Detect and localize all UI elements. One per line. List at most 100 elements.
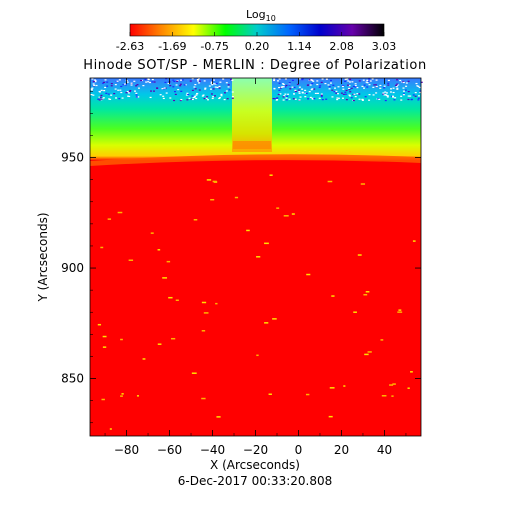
x-axis-label: X (Arcseconds) [210,458,300,472]
noise-speck [278,78,281,80]
noise-speck [100,89,103,91]
noise-speck [231,97,234,99]
noise-speck [144,78,147,81]
noise-speck [227,84,230,86]
noise-speck [284,78,287,80]
y-tick-label: 900 [61,261,84,275]
noise-speck [99,96,102,98]
noise-speck [402,81,405,84]
noise-speck [203,80,206,82]
colorbar-tick-label: 2.08 [329,40,354,53]
noise-speck [292,98,295,100]
y-tick-label: 850 [61,372,84,386]
noise-speck [320,93,323,95]
noise-speck [350,97,353,99]
noise-speck [356,86,359,89]
noise-speck [353,93,356,95]
noise-speck [193,86,196,88]
noise-speck [204,88,207,90]
noise-speck [289,88,292,90]
disk-feature [329,387,335,389]
disk-feature [117,211,123,214]
noise-speck [352,85,355,88]
noise-speck [195,97,198,100]
noise-speck [373,84,376,86]
noise-speck [391,95,394,97]
noise-speck [91,87,94,89]
noise-speck [310,79,313,81]
noise-speck [105,92,108,94]
noise-speck [354,85,357,87]
noise-speck [344,91,347,93]
noise-speck [344,93,347,95]
noise-speck [179,85,182,87]
noise-speck [354,86,357,88]
noise-speck [382,93,385,95]
noise-speck [118,79,121,81]
noise-speck [123,83,126,85]
noise-speck [407,90,410,93]
noise-speck [383,94,386,96]
disk-feature [168,296,173,299]
noise-speck [404,89,407,91]
noise-speck [167,82,170,85]
noise-speck [389,91,392,93]
noise-speck [347,80,350,82]
noise-speck [188,97,191,99]
noise-speck [325,98,328,100]
noise-speck [294,89,297,91]
noise-speck [100,98,103,100]
noise-speck [213,79,216,81]
noise-speck [101,82,104,84]
noise-speck [119,89,122,91]
noise-speck [328,88,331,90]
noise-speck [384,99,387,102]
noise-speck [228,89,231,91]
noise-speck [103,90,106,92]
disk-feature [120,395,123,397]
noise-speck [394,97,397,99]
noise-speck [308,79,311,81]
disk-feature [256,256,261,258]
noise-speck [210,93,213,95]
disk-feature [264,322,269,324]
noise-speck [190,98,193,100]
noise-speck [208,85,211,87]
noise-speck [327,84,330,86]
slit-edge [233,141,271,149]
noise-speck [102,97,105,99]
disk-feature [128,259,134,261]
noise-speck [220,93,223,96]
noise-speck [211,84,214,86]
noise-speck [116,80,119,82]
noise-speck [298,86,301,88]
noise-speck [344,78,347,80]
noise-speck [361,85,364,88]
noise-speck [293,86,296,89]
noise-speck [231,96,234,98]
disk-feature [101,398,105,401]
noise-speck [205,97,208,99]
noise-speck [127,92,130,94]
noise-speck [153,81,156,83]
noise-speck [181,79,184,81]
disk-feature [410,371,413,373]
noise-speck [151,81,154,83]
noise-speck [193,95,196,97]
noise-speck [288,84,291,86]
noise-speck [392,96,395,98]
disk-feature [193,219,198,221]
disk-feature [206,179,212,181]
noise-speck [108,98,111,100]
noise-speck [341,85,344,88]
disk-feature [328,415,333,418]
noise-speck [420,81,423,83]
noise-speck [345,89,348,92]
noise-speck [163,87,166,89]
disk-feature [102,335,107,338]
x-tick-label: −80 [114,443,139,457]
noise-speck [335,92,338,94]
noise-speck [363,84,366,86]
noise-speck [358,98,361,100]
noise-speck [273,78,276,80]
